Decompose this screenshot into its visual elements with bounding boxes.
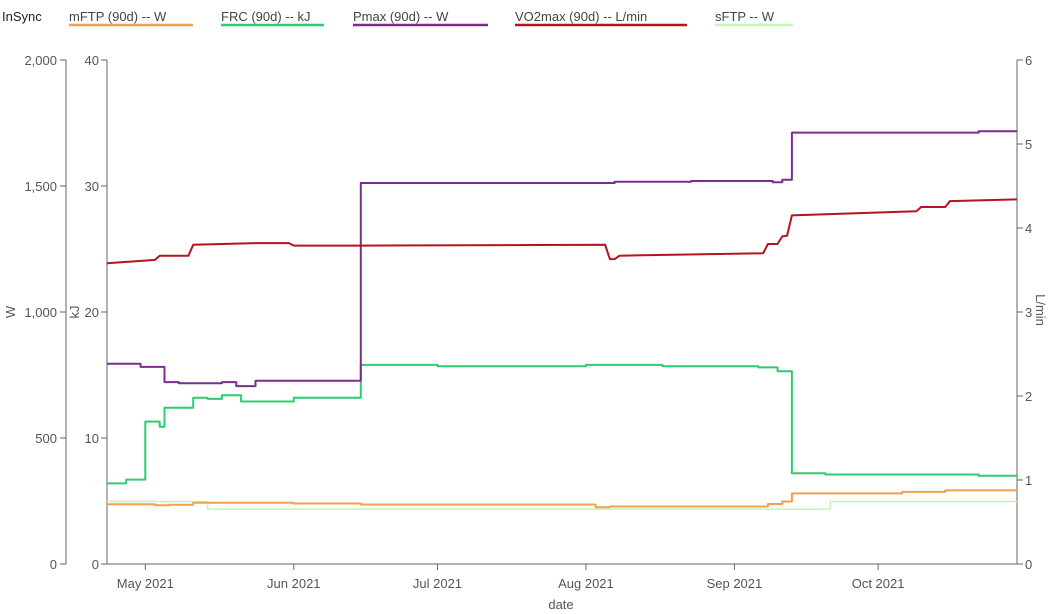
lmin-tick-label: 3 <box>1025 305 1032 320</box>
w-tick-label: 1,500 <box>24 179 57 194</box>
w-tick-label: 2,000 <box>24 53 57 68</box>
kj-tick-label: 10 <box>85 431 99 446</box>
x-axis-title: date <box>548 597 573 612</box>
legend: mFTP (90d) -- W FRC (90d) -- kJ Pmax (90d)… <box>69 9 793 27</box>
kj-tick-label: 20 <box>85 305 99 320</box>
lmin-tick-label: 0 <box>1025 557 1032 572</box>
lmin-tick-label: 5 <box>1025 137 1032 152</box>
series-line-3 <box>106 198 1018 265</box>
x-tick-label: Sep 2021 <box>707 576 763 591</box>
app-title: InSync <box>2 9 42 24</box>
legend-label-0: mFTP (90d) -- W <box>69 9 167 24</box>
ticks: 0 500 1,000 1,500 2,000 0 10 20 30 40 0 1 2 3 4 5 6 May 2… <box>24 53 1032 591</box>
legend-label-3: VO2max (90d) -- L/min <box>515 9 647 24</box>
w-tick-label: 1,000 <box>24 305 57 320</box>
x-tick-label: Jul 2021 <box>413 576 462 591</box>
x-tick-label: May 2021 <box>117 576 174 591</box>
legend-label-2: Pmax (90d) -- W <box>353 9 449 24</box>
series-line-1 <box>107 363 1017 485</box>
series-line-0 <box>107 489 1018 509</box>
series-line-2 <box>107 130 1017 388</box>
w-axis-title: W <box>3 305 18 318</box>
series-layer <box>106 130 1018 510</box>
kj-tick-label: 0 <box>92 557 99 572</box>
lmin-tick-label: 6 <box>1025 53 1032 68</box>
lmin-tick-label: 2 <box>1025 389 1032 404</box>
w-tick-label: 0 <box>50 557 57 572</box>
axes <box>65 60 1018 565</box>
x-tick-label: Oct 2021 <box>852 576 905 591</box>
kj-axis-title: kJ <box>67 306 82 319</box>
legend-label-4: sFTP -- W <box>715 9 775 24</box>
w-tick-label: 500 <box>35 431 57 446</box>
lmin-tick-label: 4 <box>1025 221 1032 236</box>
lmin-axis-title: L/min <box>1033 294 1048 326</box>
legend-label-1: FRC (90d) -- kJ <box>221 9 311 24</box>
kj-tick-label: 40 <box>85 53 99 68</box>
kj-tick-label: 30 <box>85 179 99 194</box>
series-line-4 <box>107 500 1017 510</box>
x-tick-label: Aug 2021 <box>558 576 614 591</box>
x-tick-label: Jun 2021 <box>267 576 321 591</box>
lmin-tick-label: 1 <box>1025 473 1032 488</box>
